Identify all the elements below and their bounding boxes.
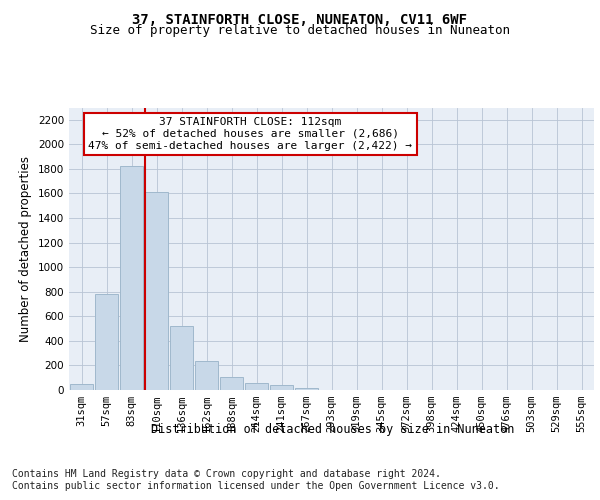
Bar: [70, 384, 93, 390]
Text: 37 STAINFORTH CLOSE: 112sqm
← 52% of detached houses are smaller (2,686)
47% of : 37 STAINFORTH CLOSE: 112sqm ← 52% of det…: [88, 118, 412, 150]
Text: Size of property relative to detached houses in Nuneaton: Size of property relative to detached ho…: [90, 24, 510, 37]
Y-axis label: Number of detached properties: Number of detached properties: [19, 156, 32, 342]
Bar: [270, 386, 293, 390]
Bar: [95, 294, 118, 390]
Text: Contains public sector information licensed under the Open Government Licence v3: Contains public sector information licen…: [12, 481, 500, 491]
Bar: [120, 166, 143, 390]
Text: 37, STAINFORTH CLOSE, NUNEATON, CV11 6WF: 37, STAINFORTH CLOSE, NUNEATON, CV11 6WF: [133, 12, 467, 26]
Bar: [145, 192, 168, 390]
Bar: [170, 326, 193, 390]
Text: Contains HM Land Registry data © Crown copyright and database right 2024.: Contains HM Land Registry data © Crown c…: [12, 469, 441, 479]
Bar: [195, 360, 218, 390]
Bar: [220, 377, 243, 390]
Text: Distribution of detached houses by size in Nuneaton: Distribution of detached houses by size …: [151, 422, 515, 436]
Bar: [295, 388, 318, 390]
Bar: [245, 383, 268, 390]
